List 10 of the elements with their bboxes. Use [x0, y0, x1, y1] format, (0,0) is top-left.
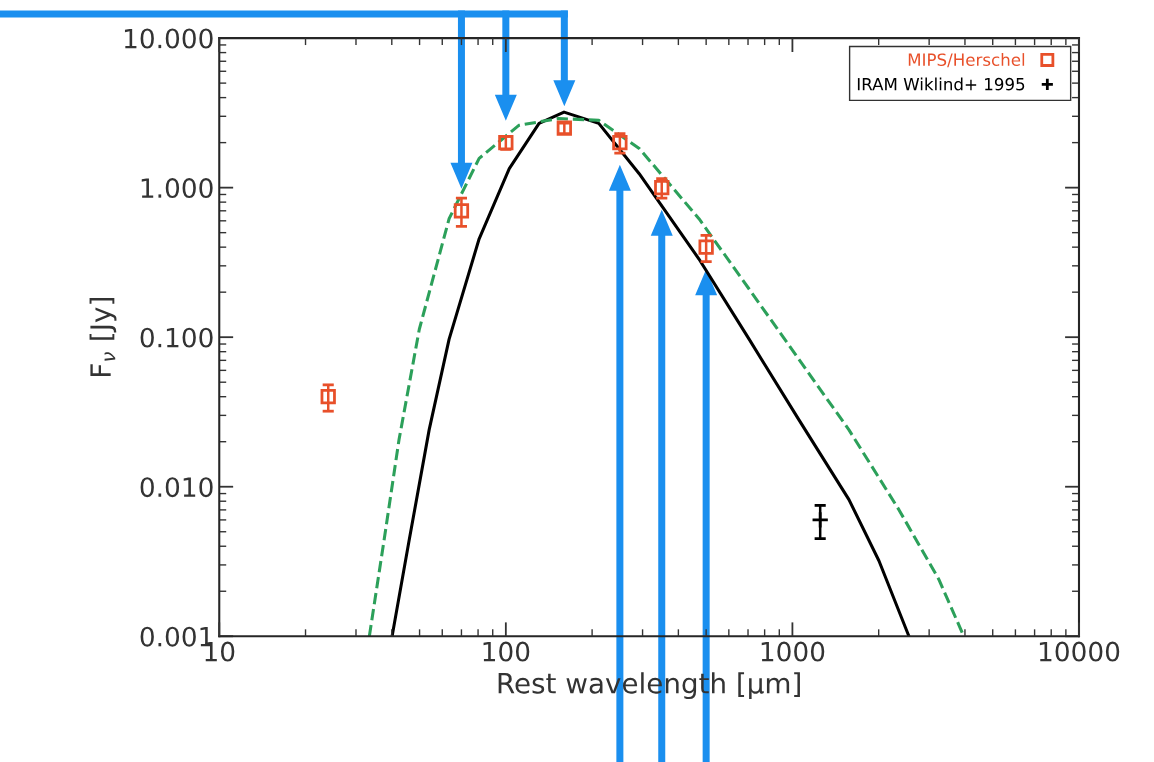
x-tick-label: 100	[483, 641, 530, 662]
x-tick-label: 10000	[1039, 641, 1120, 662]
y-tick-label: 1.000	[141, 178, 213, 199]
y-axis-title: F$_{ν}$ [Jy]	[89, 298, 117, 376]
legend-label: IRAM Wiklind+ 1995	[857, 77, 1025, 91]
legend-label: MIPS/Herschel	[908, 53, 1025, 68]
y-tick-label: 10.000	[124, 28, 213, 49]
x-tick-label: 1000	[761, 641, 825, 662]
y-tick-label: 0.010	[140, 477, 213, 498]
y-tick-label: 0.100	[140, 327, 213, 348]
